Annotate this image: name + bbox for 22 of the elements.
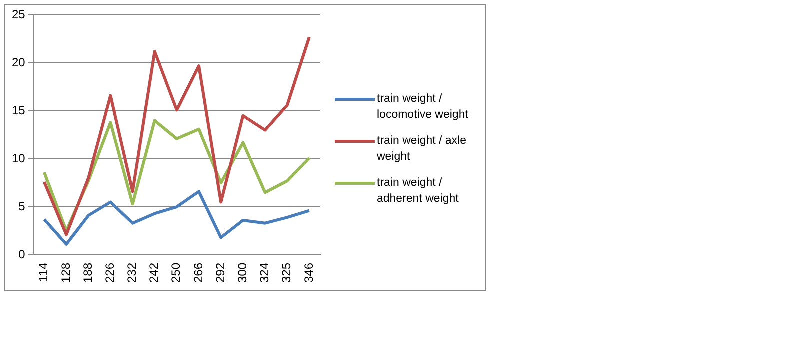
x-tick-label: 300 — [235, 262, 250, 284]
y-tick-label: 25 — [12, 8, 26, 22]
x-tick-label: 266 — [191, 262, 206, 284]
y-tick-label: 10 — [12, 151, 26, 166]
legend-label: train weight / adherent weight — [377, 176, 460, 207]
y-tick-label: 0 — [18, 247, 26, 262]
y-tick-label: 20 — [12, 55, 26, 70]
x-tick-label: 226 — [102, 262, 117, 284]
x-tick-label: 324 — [258, 262, 272, 284]
y-tick-label: 5 — [18, 199, 26, 214]
x-tick-label: 250 — [169, 262, 184, 284]
x-tick-label: 346 — [302, 262, 316, 284]
x-tick-label: 292 — [213, 262, 228, 284]
y-tick-label: 15 — [12, 103, 26, 118]
x-tick-label: 128 — [58, 262, 73, 284]
x-tick-label: 232 — [125, 262, 140, 284]
x-tick-label: 114 — [36, 262, 51, 282]
x-tick-label: 325 — [280, 262, 294, 284]
x-tick-label: 242 — [147, 262, 162, 284]
legend-label: train weight / locomotive weight — [377, 92, 470, 123]
x-tick-label: 188 — [80, 262, 95, 284]
legend-label: train weight / axle weight — [377, 134, 468, 165]
